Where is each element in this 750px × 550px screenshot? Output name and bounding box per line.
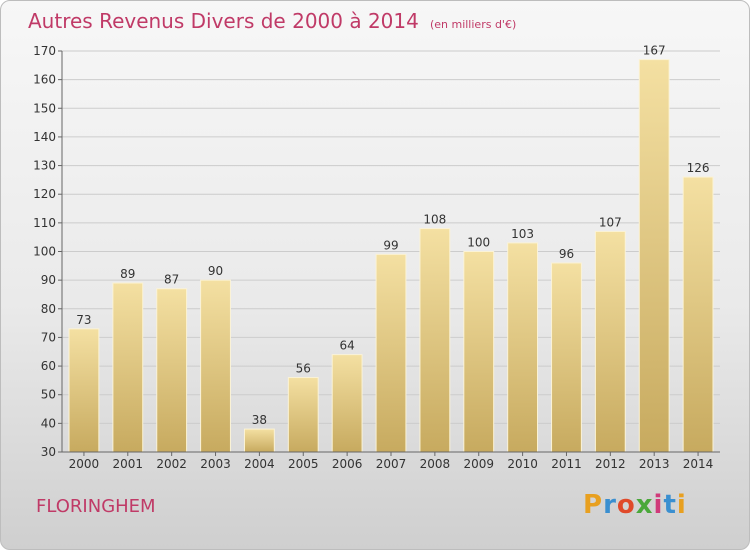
x-tick-label: 2000 <box>69 457 100 471</box>
y-tick-label: 30 <box>41 445 56 459</box>
bar-value-label: 56 <box>296 362 311 376</box>
bar-value-label: 96 <box>559 247 574 261</box>
bar <box>551 262 582 453</box>
y-tick-label: 40 <box>41 416 56 430</box>
x-tick-label: 2013 <box>639 457 670 471</box>
bar-value-label: 167 <box>643 44 666 58</box>
logo-letter: P <box>583 490 604 520</box>
bar-value-label: 100 <box>467 236 490 250</box>
bar-value-label: 107 <box>599 215 622 229</box>
logo-letter: r <box>603 490 617 520</box>
y-tick-label: 70 <box>41 330 56 344</box>
x-tick-label: 2010 <box>507 457 538 471</box>
y-tick-label: 60 <box>41 359 56 373</box>
bar <box>287 377 319 453</box>
x-tick-label: 2008 <box>420 457 451 471</box>
y-tick-label: 150 <box>33 101 56 115</box>
bar-value-label: 99 <box>383 238 398 252</box>
bar <box>375 253 407 453</box>
bar-value-label: 108 <box>423 213 446 227</box>
bar <box>594 230 626 453</box>
x-tick-label: 2012 <box>595 457 626 471</box>
chart-header: Autres Revenus Divers de 2000 à 2014 (en… <box>28 9 516 33</box>
y-tick-label: 90 <box>41 273 56 287</box>
logo-letter: t <box>663 490 677 520</box>
x-tick-label: 2002 <box>156 457 187 471</box>
y-tick-label: 110 <box>33 216 56 230</box>
bar-value-label: 64 <box>339 339 354 353</box>
bar-value-label: 87 <box>164 273 179 287</box>
y-tick-label: 50 <box>41 388 56 402</box>
y-tick-label: 140 <box>33 130 56 144</box>
bar <box>68 328 100 453</box>
bar <box>200 279 231 453</box>
y-tick-label: 120 <box>33 187 56 201</box>
axis-layer: 30 40 50 60 70 80 90 100 110 120 130 140 150 160 170 20… <box>33 44 720 471</box>
bar <box>507 242 539 453</box>
bar <box>638 59 670 453</box>
bar-value-label: 89 <box>120 267 135 281</box>
bar <box>463 251 495 453</box>
y-tick-label: 170 <box>33 44 56 58</box>
y-tick-label: 160 <box>33 73 56 87</box>
logo-letter: i <box>653 490 664 520</box>
x-tick-label: 2007 <box>376 457 407 471</box>
bar <box>419 228 451 453</box>
bar-value-label: 126 <box>687 161 710 175</box>
commune-name: FLORINGHEM <box>36 496 156 517</box>
logo-letter: i <box>676 490 687 520</box>
logo-letter: o <box>616 490 636 520</box>
x-tick-label: 2014 <box>683 457 714 471</box>
y-tick-label: 130 <box>33 159 56 173</box>
logo-letter: x <box>635 490 654 520</box>
bar <box>156 288 188 453</box>
bar-value-label: 73 <box>76 313 91 327</box>
bar-value-label: 103 <box>511 227 534 241</box>
x-tick-label: 2011 <box>551 457 582 471</box>
x-tick-label: 2006 <box>332 457 363 471</box>
x-tick-label: 2003 <box>200 457 231 471</box>
chart-unit: (en milliers d'€) <box>429 18 517 31</box>
bar <box>682 176 714 453</box>
bar-value-label: 38 <box>252 413 267 427</box>
bar-value-label: 90 <box>208 264 223 278</box>
bar <box>112 282 144 453</box>
bar-layer: 73 89 87 90 38 56 64 99 108 100 103 96 107 167 126 <box>68 44 714 453</box>
x-tick-label: 2009 <box>463 457 494 471</box>
bar <box>243 428 275 453</box>
y-tick-label: 100 <box>33 245 56 259</box>
x-tick-label: 2005 <box>288 457 319 471</box>
proxiti-logo[interactable]: Proxiti <box>583 490 687 520</box>
x-tick-label: 2004 <box>244 457 275 471</box>
bar <box>331 354 363 453</box>
y-tick-label: 80 <box>41 302 56 316</box>
chart-title: Autres Revenus Divers de 2000 à 2014 <box>28 9 419 33</box>
x-tick-label: 2001 <box>113 457 144 471</box>
